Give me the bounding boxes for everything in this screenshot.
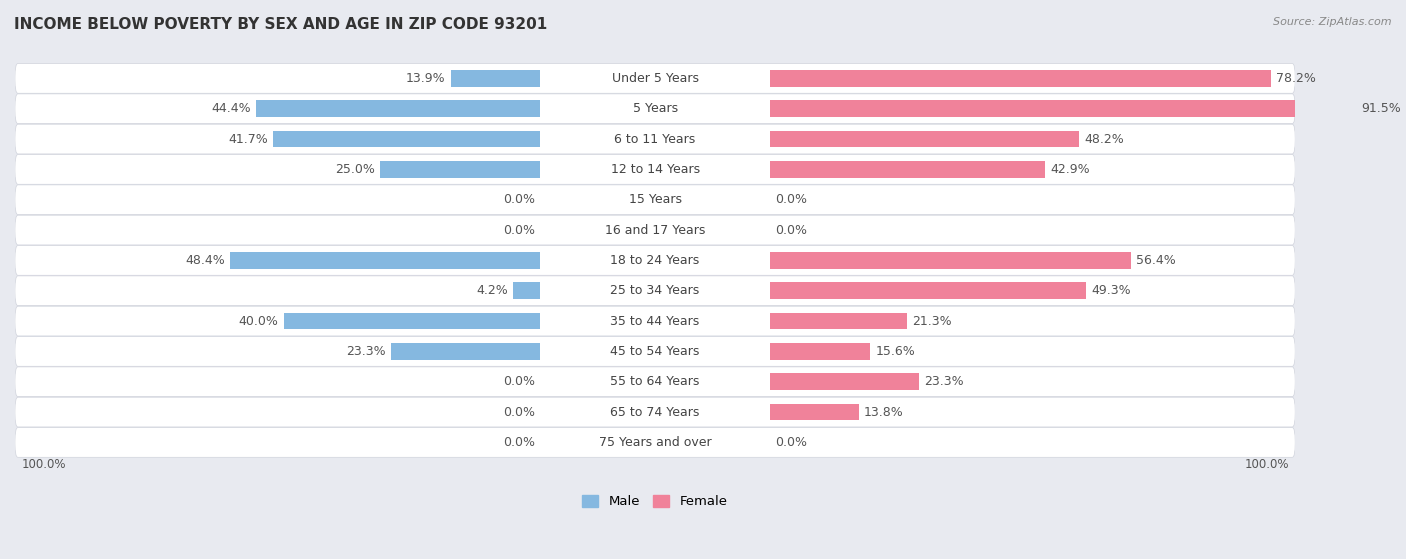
Text: 0.0%: 0.0% bbox=[775, 193, 807, 206]
Bar bbox=[770, 252, 1132, 269]
Text: 25 to 34 Years: 25 to 34 Years bbox=[610, 284, 700, 297]
Bar bbox=[770, 373, 920, 390]
Text: 41.7%: 41.7% bbox=[228, 132, 267, 145]
Text: 91.5%: 91.5% bbox=[1361, 102, 1400, 115]
Text: 5 Years: 5 Years bbox=[633, 102, 678, 115]
Bar bbox=[231, 252, 540, 269]
Bar bbox=[256, 101, 540, 117]
FancyBboxPatch shape bbox=[15, 185, 1295, 215]
Text: 0.0%: 0.0% bbox=[503, 406, 534, 419]
Bar bbox=[391, 343, 540, 360]
Text: 0.0%: 0.0% bbox=[503, 193, 534, 206]
FancyBboxPatch shape bbox=[15, 306, 1295, 336]
Text: 6 to 11 Years: 6 to 11 Years bbox=[614, 132, 696, 145]
Text: 55 to 64 Years: 55 to 64 Years bbox=[610, 375, 700, 389]
FancyBboxPatch shape bbox=[15, 428, 1295, 457]
FancyBboxPatch shape bbox=[15, 276, 1295, 306]
Bar bbox=[770, 131, 1078, 148]
Text: 44.4%: 44.4% bbox=[211, 102, 250, 115]
Bar bbox=[273, 131, 540, 148]
Bar bbox=[770, 343, 870, 360]
Bar bbox=[770, 101, 1355, 117]
Text: 18 to 24 Years: 18 to 24 Years bbox=[610, 254, 700, 267]
Text: 78.2%: 78.2% bbox=[1275, 72, 1316, 85]
Text: 40.0%: 40.0% bbox=[239, 315, 278, 328]
Text: 4.2%: 4.2% bbox=[477, 284, 508, 297]
Bar bbox=[513, 282, 540, 299]
Text: 100.0%: 100.0% bbox=[21, 458, 66, 471]
Text: 0.0%: 0.0% bbox=[503, 375, 534, 389]
Text: Source: ZipAtlas.com: Source: ZipAtlas.com bbox=[1274, 17, 1392, 27]
Text: 56.4%: 56.4% bbox=[1136, 254, 1177, 267]
Text: 48.2%: 48.2% bbox=[1084, 132, 1123, 145]
Text: 13.9%: 13.9% bbox=[406, 72, 446, 85]
FancyBboxPatch shape bbox=[15, 367, 1295, 397]
Text: 49.3%: 49.3% bbox=[1091, 284, 1130, 297]
Text: 0.0%: 0.0% bbox=[775, 224, 807, 236]
Text: 23.3%: 23.3% bbox=[925, 375, 965, 389]
Text: 15.6%: 15.6% bbox=[876, 345, 915, 358]
FancyBboxPatch shape bbox=[15, 337, 1295, 366]
FancyBboxPatch shape bbox=[15, 215, 1295, 245]
Text: 48.4%: 48.4% bbox=[186, 254, 225, 267]
Bar bbox=[770, 161, 1045, 178]
Text: 15 Years: 15 Years bbox=[628, 193, 682, 206]
Bar bbox=[770, 70, 1271, 87]
FancyBboxPatch shape bbox=[15, 245, 1295, 275]
Text: 42.9%: 42.9% bbox=[1050, 163, 1090, 176]
Bar bbox=[380, 161, 540, 178]
Text: 0.0%: 0.0% bbox=[503, 224, 534, 236]
FancyBboxPatch shape bbox=[15, 397, 1295, 427]
Text: 0.0%: 0.0% bbox=[503, 436, 534, 449]
Text: 23.3%: 23.3% bbox=[346, 345, 385, 358]
Bar bbox=[770, 282, 1085, 299]
Text: 75 Years and over: 75 Years and over bbox=[599, 436, 711, 449]
Bar bbox=[770, 312, 907, 329]
FancyBboxPatch shape bbox=[15, 64, 1295, 93]
FancyBboxPatch shape bbox=[15, 154, 1295, 184]
FancyBboxPatch shape bbox=[15, 124, 1295, 154]
Text: 25.0%: 25.0% bbox=[335, 163, 375, 176]
Text: INCOME BELOW POVERTY BY SEX AND AGE IN ZIP CODE 93201: INCOME BELOW POVERTY BY SEX AND AGE IN Z… bbox=[14, 17, 547, 32]
Text: 65 to 74 Years: 65 to 74 Years bbox=[610, 406, 700, 419]
Text: 16 and 17 Years: 16 and 17 Years bbox=[605, 224, 706, 236]
Bar bbox=[284, 312, 540, 329]
Text: 45 to 54 Years: 45 to 54 Years bbox=[610, 345, 700, 358]
Text: 13.8%: 13.8% bbox=[863, 406, 904, 419]
FancyBboxPatch shape bbox=[15, 94, 1295, 124]
Text: 35 to 44 Years: 35 to 44 Years bbox=[610, 315, 700, 328]
Text: 100.0%: 100.0% bbox=[1244, 458, 1289, 471]
Text: Under 5 Years: Under 5 Years bbox=[612, 72, 699, 85]
Bar bbox=[770, 404, 859, 420]
Text: 12 to 14 Years: 12 to 14 Years bbox=[610, 163, 700, 176]
Text: 21.3%: 21.3% bbox=[911, 315, 952, 328]
Text: 0.0%: 0.0% bbox=[775, 436, 807, 449]
Legend: Male, Female: Male, Female bbox=[576, 490, 733, 514]
Bar bbox=[451, 70, 540, 87]
